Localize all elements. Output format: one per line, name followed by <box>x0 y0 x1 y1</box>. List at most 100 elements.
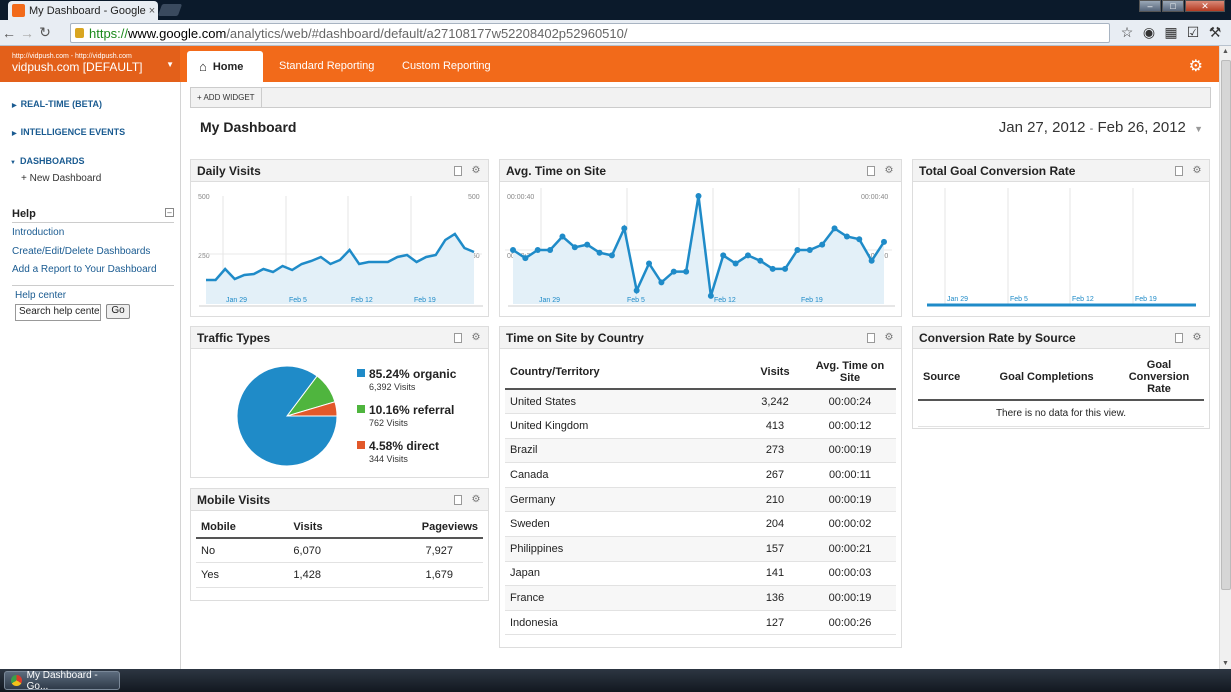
column-header[interactable]: Country/Territory <box>505 355 746 390</box>
table-row: Sweden 204 00:00:02 <box>505 511 896 538</box>
minimize-icon[interactable]: – <box>1139 0 1161 12</box>
address-bar[interactable]: https:// www.google.com /analytics/web/#… <box>70 23 1110 43</box>
new-tab-button[interactable] <box>157 4 183 16</box>
page-scrollbar[interactable]: ▲ ▼ <box>1219 46 1231 669</box>
browser-tab[interactable]: My Dashboard - Google An × <box>8 1 158 20</box>
gear-icon[interactable]: ⚙ <box>884 332 894 343</box>
data-point[interactable] <box>534 247 541 253</box>
tab-home[interactable]: ⌂ Home <box>187 51 263 82</box>
maximize-icon[interactable]: □ <box>1162 0 1184 12</box>
taskbar-window-button[interactable]: My Dashboard - Go... <box>4 670 120 692</box>
close-window-icon[interactable]: ✕ <box>1185 0 1225 12</box>
gear-icon[interactable]: ⚙ <box>1188 58 1203 75</box>
date-start: Jan 27, 2012 <box>998 119 1086 136</box>
data-point[interactable] <box>522 255 529 262</box>
gear-icon[interactable]: ⚙ <box>1192 165 1202 176</box>
document-icon[interactable] <box>452 165 464 177</box>
document-icon[interactable] <box>452 494 464 506</box>
column-header[interactable]: Visits <box>288 517 347 539</box>
data-point[interactable] <box>732 260 739 267</box>
help-search-input[interactable]: Search help center <box>15 304 101 321</box>
scroll-down-icon[interactable]: ▼ <box>1222 660 1229 667</box>
data-point[interactable] <box>868 257 875 264</box>
data-point[interactable] <box>856 236 863 243</box>
document-icon[interactable] <box>1173 165 1185 177</box>
data-point[interactable] <box>831 225 838 232</box>
gear-icon[interactable]: ⚙ <box>471 332 481 343</box>
tab-standard-reporting[interactable]: Standard Reporting <box>279 60 375 72</box>
wrench-icon[interactable]: ⚒ <box>1208 24 1222 40</box>
new-dashboard-link[interactable]: + New Dashboard <box>21 173 102 184</box>
document-icon[interactable] <box>865 165 877 177</box>
sidebar-item-intelligence-events[interactable]: ▶ INTELLIGENCE EVENTS <box>12 127 125 137</box>
data-point[interactable] <box>720 252 727 259</box>
gear-icon[interactable]: ⚙ <box>471 165 481 176</box>
page-title: My Dashboard <box>200 119 297 135</box>
help-link-create-edit-delete[interactable]: Create/Edit/Delete Dashboards <box>12 246 151 257</box>
extension-icon[interactable]: ▦ <box>1164 24 1178 40</box>
column-header[interactable]: Goal Completions <box>979 355 1114 401</box>
traffic-pie-chart <box>236 365 338 467</box>
column-header[interactable]: Goal Conversion Rate <box>1114 355 1204 401</box>
help-go-button[interactable]: Go <box>106 304 130 319</box>
sidebar-item-dashboards[interactable]: ▼ DASHBOARDS <box>10 156 84 166</box>
column-header[interactable]: Visits <box>746 355 804 390</box>
home-icon: ⌂ <box>199 59 207 74</box>
data-point[interactable] <box>769 265 776 272</box>
scroll-up-icon[interactable]: ▲ <box>1222 48 1229 55</box>
data-point[interactable] <box>843 233 850 240</box>
data-point[interactable] <box>670 268 677 275</box>
data-point[interactable] <box>547 247 554 253</box>
column-header[interactable]: Source <box>918 355 980 401</box>
data-point[interactable] <box>806 247 813 253</box>
account-selector[interactable]: http://vidpush.com - http://vidpush.com … <box>0 46 180 82</box>
data-point[interactable] <box>559 233 566 240</box>
table-cell: 141 <box>746 561 804 587</box>
column-header[interactable]: Mobile <box>196 517 289 539</box>
gear-icon[interactable]: ⚙ <box>1192 332 1202 343</box>
data-point[interactable] <box>819 241 826 248</box>
data-point[interactable] <box>744 252 751 259</box>
help-link-introduction[interactable]: Introduction <box>12 227 65 238</box>
column-header[interactable]: Pageviews <box>346 517 483 539</box>
dashboard-main: + ADD WIDGET My Dashboard Jan 27, 2012 -… <box>182 82 1219 669</box>
minimize-help-icon[interactable]: – <box>165 208 174 217</box>
document-icon[interactable] <box>452 332 464 344</box>
checkmark-icon[interactable]: ☑ <box>1186 24 1200 40</box>
data-point[interactable] <box>658 279 665 286</box>
data-point[interactable] <box>695 193 702 199</box>
data-point[interactable] <box>596 249 603 256</box>
scrollbar-thumb[interactable] <box>1221 60 1231 590</box>
reload-icon[interactable]: ↻ <box>39 24 51 40</box>
gear-icon[interactable]: ⚙ <box>471 494 481 505</box>
document-icon[interactable] <box>1173 332 1185 344</box>
add-widget-button[interactable]: + ADD WIDGET <box>191 88 262 107</box>
data-point[interactable] <box>881 238 887 245</box>
data-point[interactable] <box>794 247 801 253</box>
data-point[interactable] <box>621 225 628 232</box>
data-point[interactable] <box>646 260 653 267</box>
data-point[interactable] <box>782 265 789 272</box>
tab-custom-reporting[interactable]: Custom Reporting <box>402 60 491 72</box>
data-point[interactable] <box>683 268 690 275</box>
pie-slice-organic[interactable] <box>236 365 338 467</box>
star-icon[interactable]: ☆ <box>1120 24 1134 40</box>
forward-icon[interactable]: → <box>20 24 34 41</box>
data-point[interactable] <box>633 287 640 294</box>
column-header[interactable]: Avg. Time on Site <box>804 355 896 390</box>
data-point[interactable] <box>584 241 591 248</box>
data-point[interactable] <box>510 247 516 253</box>
data-point[interactable] <box>608 252 615 259</box>
sidebar-item-realtime[interactable]: ▶ REAL-TIME (BETA) <box>12 99 102 109</box>
extension-icon[interactable]: ◉ <box>1142 24 1156 40</box>
data-point[interactable] <box>707 292 714 299</box>
data-point[interactable] <box>571 244 578 251</box>
account-name: vidpush.com [DEFAULT] <box>12 60 143 74</box>
back-icon[interactable]: ← <box>2 24 16 41</box>
date-range-picker[interactable]: Jan 27, 2012 - Feb 26, 2012 ▼ <box>999 119 1203 136</box>
close-tab-icon[interactable]: × <box>148 4 156 17</box>
gear-icon[interactable]: ⚙ <box>884 165 894 176</box>
document-icon[interactable] <box>865 332 877 344</box>
data-point[interactable] <box>757 257 764 264</box>
help-link-add-report[interactable]: Add a Report to Your Dashboard <box>12 264 157 275</box>
